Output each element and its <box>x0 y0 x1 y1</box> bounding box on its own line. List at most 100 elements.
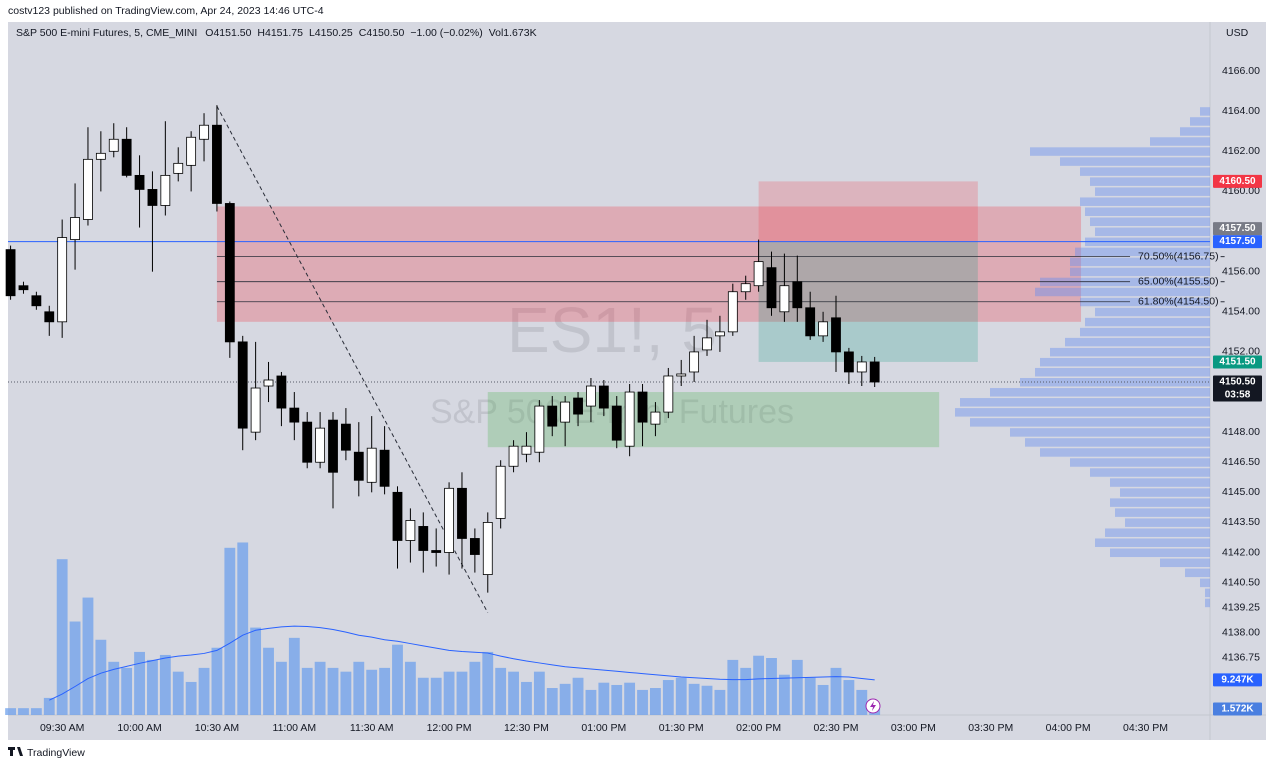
profile-bar <box>960 398 1210 407</box>
y-tick-label: 4164.00 <box>1222 105 1260 117</box>
y-tick-label: 4142.00 <box>1222 546 1260 558</box>
x-tick-label: 09:30 AM <box>40 722 84 734</box>
volume-bar <box>314 661 326 715</box>
candle-body <box>650 411 661 425</box>
y-tick-label: 4166.00 <box>1222 65 1260 77</box>
price-tag-label: 4157.50 <box>1219 223 1256 234</box>
candle-body <box>676 373 687 377</box>
candle-body <box>160 174 171 206</box>
price-tag-label: 4157.50 <box>1219 236 1256 247</box>
volume-bar <box>392 644 403 715</box>
volume-bar <box>598 682 610 715</box>
candle-body <box>753 261 764 287</box>
price-tag-label: 4150.50 <box>1219 377 1256 388</box>
y-tick-label: 4139.25 <box>1222 601 1260 613</box>
volume-bar <box>675 677 687 715</box>
candle-body <box>353 451 364 481</box>
legend-open: O4151.50 <box>205 27 251 39</box>
candle-body <box>444 487 454 553</box>
candle-body <box>457 487 467 539</box>
x-tick-label: 11:00 AM <box>273 722 317 734</box>
volume-bar <box>82 597 94 715</box>
y-tick-label: 4148.00 <box>1222 426 1260 438</box>
candle-body <box>779 285 790 313</box>
profile-bar <box>1040 357 1210 367</box>
profile-bar <box>1150 137 1210 146</box>
volume-bar <box>404 661 416 715</box>
candle-body <box>508 445 519 467</box>
volume-bar <box>134 651 145 715</box>
y-tick-label: 4146.50 <box>1222 456 1260 468</box>
candle-body <box>95 152 106 160</box>
profile-bar <box>1095 307 1210 317</box>
volume-bar <box>288 637 300 715</box>
profile-bar <box>1070 267 1210 277</box>
volume-bar <box>5 708 16 715</box>
profile-bar <box>1010 428 1210 437</box>
zone <box>758 181 978 242</box>
volume-bar <box>495 667 507 715</box>
candle-body <box>418 526 429 551</box>
candle-body <box>57 237 68 323</box>
volume-bar <box>533 671 545 715</box>
price-tag <box>1213 235 1262 249</box>
profile-bar <box>1080 167 1210 176</box>
volume-bar <box>159 654 171 715</box>
trend-line <box>216 105 489 613</box>
y-tick-label: 4138.00 <box>1222 627 1260 639</box>
candle-body <box>689 351 700 373</box>
profile-bar <box>1200 578 1210 588</box>
y-tick-label: 4156.00 <box>1222 265 1260 277</box>
volume-bar <box>250 627 262 715</box>
volume-bar <box>121 667 133 715</box>
volume-bar <box>791 659 803 715</box>
profile-bar <box>1080 327 1210 337</box>
profile-bar <box>1080 297 1210 307</box>
currency: USD <box>1226 27 1249 39</box>
candle-body <box>212 124 222 204</box>
profile-bar <box>1040 448 1210 457</box>
profile-bar <box>1160 558 1210 568</box>
profile-bar <box>1050 347 1210 357</box>
candle-body <box>792 281 803 309</box>
volume-tag <box>1213 673 1262 687</box>
volume-tag-label: 9.247K <box>1221 675 1254 686</box>
profile-bar <box>1110 548 1210 558</box>
volume-bar <box>147 659 158 715</box>
candle-body <box>134 174 145 190</box>
plot-layer: 70.50%(4156.75) 65.00%(4155.50) 61.80%(415… <box>5 105 1225 715</box>
profile-bar <box>1090 177 1210 186</box>
volume-bar <box>327 667 339 715</box>
profile-bar <box>1185 568 1210 578</box>
y-tick-label: 4143.50 <box>1222 516 1260 528</box>
candle-body <box>263 379 274 387</box>
volume-bar <box>198 667 210 715</box>
price-tag <box>1213 355 1262 369</box>
candle-body <box>237 341 248 429</box>
candle-body <box>147 189 158 206</box>
volume-bar <box>740 667 752 715</box>
candle-body <box>341 423 351 451</box>
y-tick-label: 4140.50 <box>1222 576 1260 588</box>
profile-bar <box>1070 458 1210 467</box>
volume-bar <box>546 688 558 715</box>
candle-body <box>405 520 416 541</box>
candle-body <box>663 375 674 413</box>
volume-bar <box>624 682 636 715</box>
legend-close: C4150.50 <box>359 27 405 39</box>
candle-body <box>495 465 506 519</box>
price-tag <box>1213 174 1262 188</box>
candle-body <box>108 138 119 152</box>
candle-body <box>250 387 261 433</box>
profile-bar <box>1085 207 1210 216</box>
volume-bar <box>108 661 120 715</box>
candle-body <box>224 203 235 343</box>
volume-bar <box>30 708 42 715</box>
profile-bar <box>1190 117 1210 126</box>
volume-bar <box>417 677 429 715</box>
candle-body <box>805 307 816 337</box>
profile-bar <box>1110 498 1210 507</box>
profile-bar <box>1120 488 1210 497</box>
volume-bar <box>482 651 494 715</box>
